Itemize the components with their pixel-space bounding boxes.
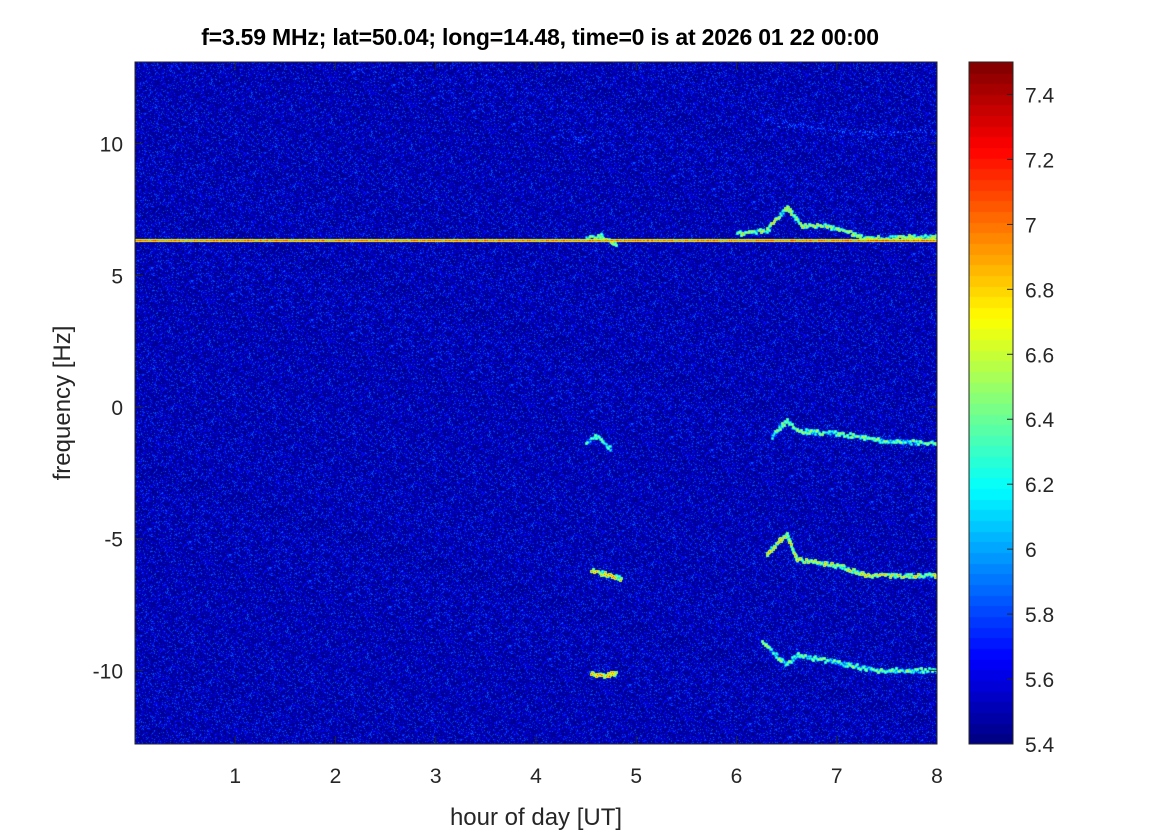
colorbar-tick-label: 7 — [1025, 214, 1037, 237]
y-tick-label: -5 — [104, 529, 123, 552]
x-tick-label: 5 — [630, 765, 642, 788]
y-tick-label: -10 — [93, 660, 123, 683]
colorbar-tick-label: 5.8 — [1025, 604, 1054, 627]
colorbar-tick-label: 7.2 — [1025, 149, 1054, 172]
x-tick-label: 8 — [931, 765, 943, 788]
spectrogram-image — [135, 62, 937, 744]
x-tick-label: 1 — [229, 765, 241, 788]
colorbar — [969, 62, 1013, 744]
x-tick-label: 3 — [430, 765, 442, 788]
colorbar-tick-label: 6.4 — [1025, 409, 1055, 432]
colorbar-tick-label: 6 — [1025, 539, 1037, 562]
colorbar-tick-label: 6.6 — [1025, 344, 1054, 367]
colorbar-tick-label: 5.4 — [1025, 734, 1055, 757]
y-tick-label: 0 — [111, 397, 123, 420]
colorbar-frame — [968, 61, 1014, 745]
colorbar-tick-label: 7.4 — [1025, 84, 1055, 107]
x-tick-label: 2 — [330, 765, 342, 788]
x-tick-label: 7 — [831, 765, 843, 788]
x-tick-label: 6 — [731, 765, 743, 788]
colorbar-tick-label: 6.2 — [1025, 474, 1054, 497]
plot-frame — [134, 61, 938, 745]
y-tick-label: 5 — [111, 265, 123, 288]
x-tick-label: 4 — [530, 765, 542, 788]
y-tick-label: 10 — [100, 134, 123, 157]
x-axis-label: hour of day [UT] — [450, 804, 622, 831]
y-axis-label: frequency [Hz] — [49, 326, 76, 481]
colorbar-tick-label: 5.6 — [1025, 669, 1054, 692]
colorbar-tick-label: 6.8 — [1025, 279, 1054, 302]
chart-title: f=3.59 MHz; lat=50.04; long=14.48, time=… — [201, 24, 879, 50]
